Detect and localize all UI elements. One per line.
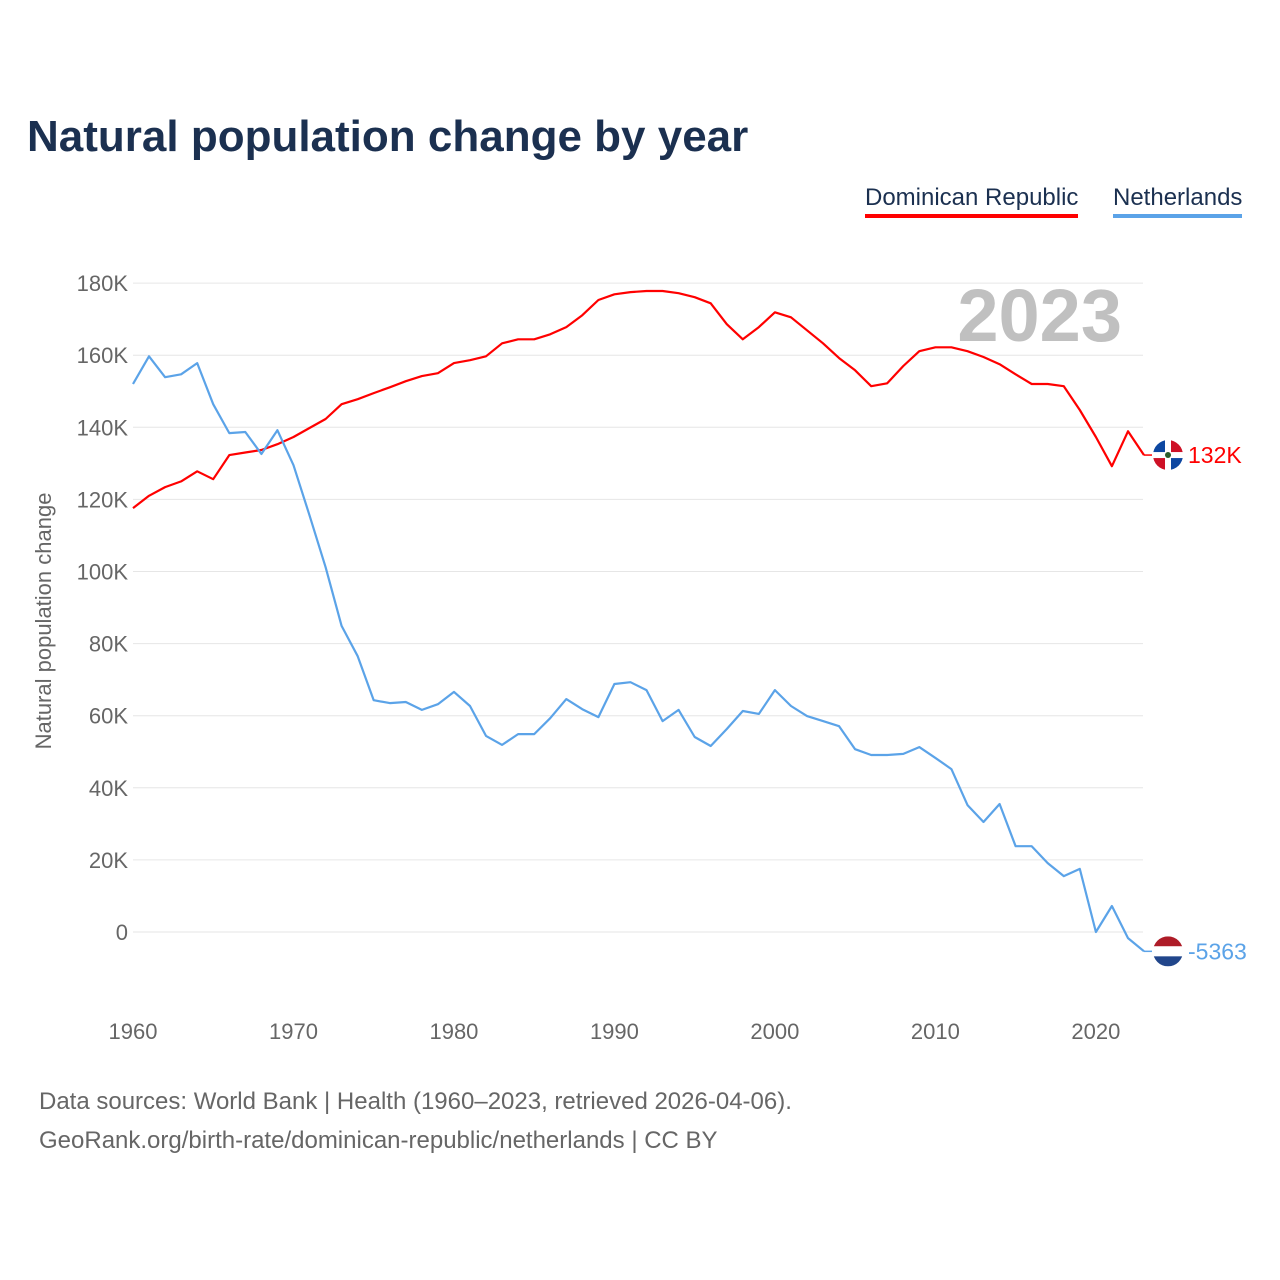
y-tick-label: 100K [77,560,129,585]
flag-netherlands-icon [1153,936,1183,967]
legend-netherlands[interactable]: Netherlands [1113,184,1243,218]
series-line-dominican-republic [132,289,1145,509]
chart-title: Natural population change by year [27,112,749,161]
x-tick-label: 1970 [269,1019,318,1044]
x-tick-label: 1980 [429,1019,478,1044]
x-tick-label: 2010 [911,1019,960,1044]
y-axis-label: Natural population change [31,493,56,750]
data-sources: Data sources: World Bank | Health (1960–… [39,1088,792,1115]
series-line-netherlands [132,355,1145,953]
y-tick-label: 60K [89,704,128,729]
x-tick-label: 1960 [109,1019,158,1044]
y-tick-label: 180K [77,271,129,296]
legend-dominican-republic[interactable]: Dominican Republic [865,184,1079,218]
end-value-label-dominican-republic: 132K [1188,442,1242,468]
year-watermark: 2023 [957,274,1122,357]
x-tick-label: 2020 [1071,1019,1120,1044]
y-tick-label: 160K [77,343,129,368]
flag-dominican-republic-icon [1153,440,1183,471]
y-tick-label: 80K [89,632,128,657]
x-tick-label: 1990 [590,1019,639,1044]
y-tick-label: 20K [89,848,128,873]
end-value-label-netherlands: -5363 [1188,938,1247,964]
y-tick-label: 0 [116,920,128,945]
x-tick-label: 2000 [750,1019,799,1044]
y-tick-label: 40K [89,776,128,801]
y-tick-label: 140K [77,415,129,440]
y-tick-label: 120K [77,487,129,512]
attribution-link[interactable]: GeoRank.org/birth-rate/dominican-republi… [39,1127,718,1154]
